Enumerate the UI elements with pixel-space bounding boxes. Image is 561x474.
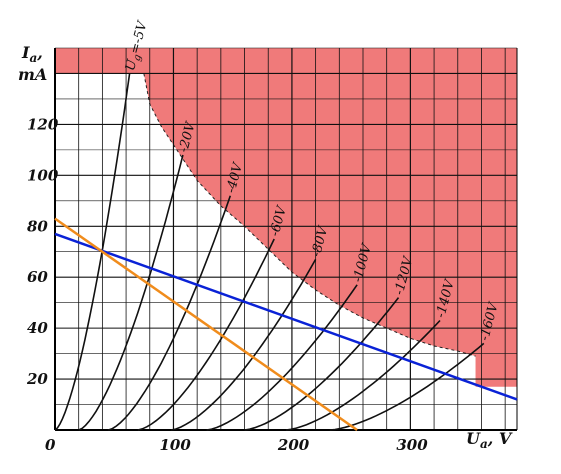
forbidden-region-layer	[55, 48, 517, 387]
plate-curve	[329, 342, 485, 431]
load-line-orange	[54, 217, 358, 432]
x-tick-labels: 0 100 200 300	[45, 436, 428, 454]
y-axis-unit: mA	[18, 65, 47, 84]
y-tick-label: 20	[26, 370, 48, 388]
forbidden-region-hyperbola	[143, 73, 517, 387]
y-tick-label: 60	[27, 268, 48, 286]
plate-curve	[137, 238, 275, 431]
x-axis-title: Ua, V	[466, 429, 513, 451]
forbidden-band-top	[55, 48, 517, 74]
plate-curve	[78, 154, 184, 431]
load-line-blue	[54, 232, 518, 401]
y-axis-title: Ia,	[21, 43, 43, 65]
plate-curve	[244, 297, 400, 431]
plate-curve	[108, 195, 232, 431]
x-tick-label: 300	[396, 436, 428, 454]
y-tick-label: 120	[27, 115, 59, 133]
plate-curve	[206, 284, 358, 431]
x-tick-label: 0	[45, 436, 56, 454]
plate-curve	[54, 73, 131, 431]
power-limit-boundary	[143, 73, 476, 357]
plate-curve	[285, 319, 441, 431]
y-tick-labels: 20 40 60 80 100 120	[26, 115, 59, 388]
y-tick-label: 80	[27, 217, 48, 235]
plate-curve	[170, 259, 317, 431]
load-lines-layer	[54, 217, 518, 432]
y-tick-label: 40	[27, 319, 48, 337]
y-tick-label: 100	[27, 166, 59, 184]
grid-layer	[54, 47, 518, 431]
x-tick-label: 100	[159, 436, 191, 454]
x-tick-label: 200	[277, 436, 310, 454]
